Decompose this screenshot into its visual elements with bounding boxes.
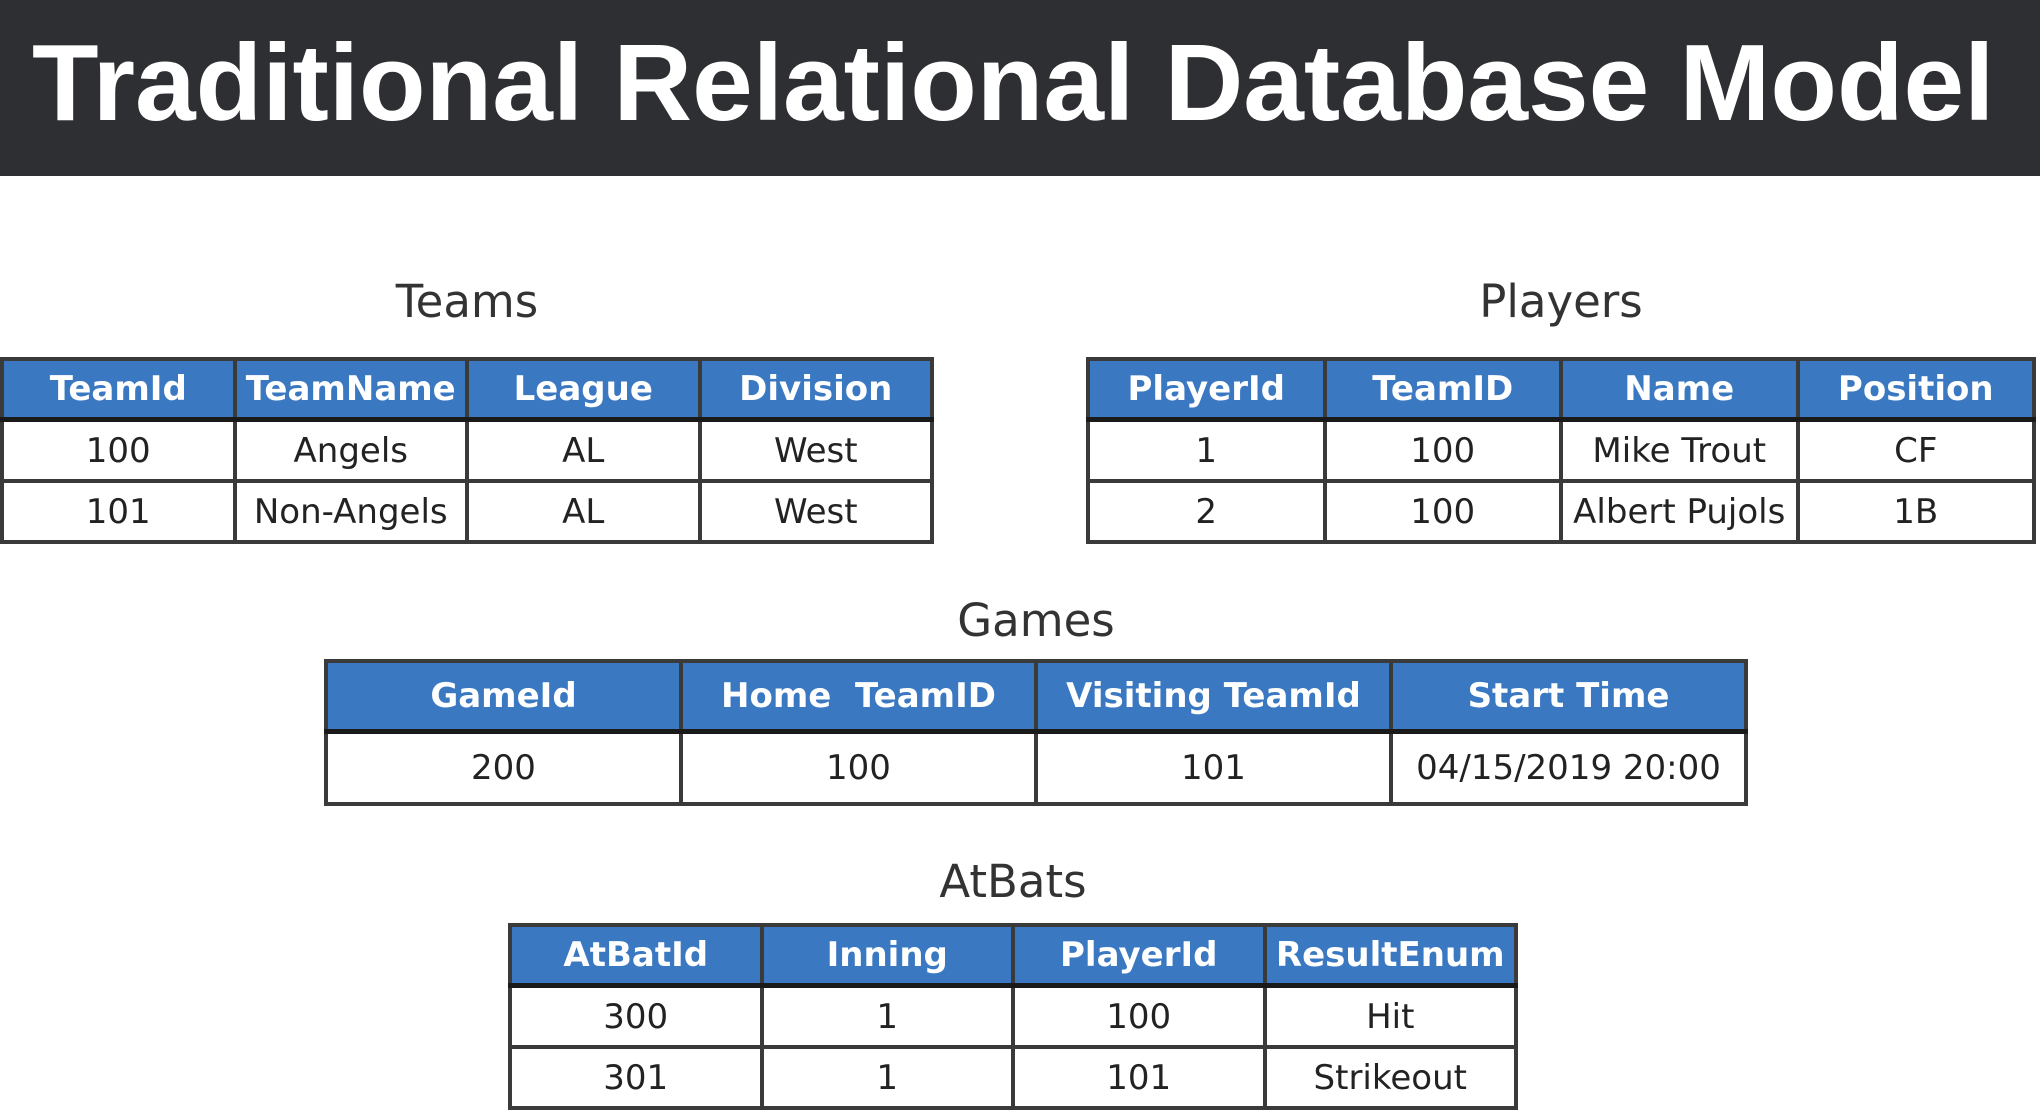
table-cell: 200: [324, 729, 683, 806]
table-cell: West: [697, 479, 934, 544]
table-cell: Angels: [232, 417, 469, 483]
column-header: Home TeamID: [679, 659, 1038, 734]
table-row: 1 100 Mike Trout CF: [1086, 417, 2036, 483]
table-cell: 100: [679, 729, 1038, 806]
column-header: TeamId: [0, 357, 237, 422]
table-row: 300 1 100 Hit: [508, 983, 1518, 1049]
table-cell: 301: [508, 1045, 764, 1110]
column-header: ResultEnum: [1262, 923, 1518, 988]
atbats-table: AtBatId Inning PlayerId ResultEnum 300 1…: [508, 923, 1518, 1110]
column-header: AtBatId: [508, 923, 764, 988]
table-cell: 2: [1086, 479, 1327, 544]
teams-caption: Teams: [395, 275, 539, 328]
table-cell: 1B: [1795, 479, 2036, 544]
table-cell: Strikeout: [1262, 1045, 1518, 1110]
table-cell: AL: [465, 417, 702, 483]
column-header: GameId: [324, 659, 683, 734]
column-header: Division: [697, 357, 934, 422]
title-bar: Traditional Relational Database Model: [0, 0, 2040, 176]
table-cell: 101: [1034, 729, 1393, 806]
players-caption: Players: [1479, 275, 1643, 328]
table-cell: Mike Trout: [1559, 417, 1800, 483]
teams-table: TeamId TeamName League Division 100 Ange…: [0, 357, 934, 544]
slide-title: Traditional Relational Database Model: [32, 22, 1995, 144]
players-table: PlayerId TeamID Name Position 1 100 Mike…: [1086, 357, 2036, 544]
table-cell: Non-Angels: [232, 479, 469, 544]
column-header: Name: [1559, 357, 1800, 422]
table-cell: 1: [759, 983, 1015, 1049]
table-cell: 1: [1086, 417, 1327, 483]
table-cell: 04/15/2019 20:00: [1389, 729, 1748, 806]
table-cell: West: [697, 417, 934, 483]
table-header-row: AtBatId Inning PlayerId ResultEnum: [508, 923, 1518, 988]
games-table: GameId Home TeamID Visiting TeamId Start…: [324, 659, 1748, 806]
table-cell: 100: [1322, 417, 1563, 483]
column-header: League: [465, 357, 702, 422]
table-cell: 100: [0, 417, 237, 483]
games-caption: Games: [957, 594, 1115, 647]
table-row: 101 Non-Angels AL West: [0, 479, 934, 544]
table-row: 301 1 101 Strikeout: [508, 1045, 1518, 1110]
column-header: Visiting TeamId: [1034, 659, 1393, 734]
column-header: TeamName: [232, 357, 469, 422]
table-row: 100 Angels AL West: [0, 417, 934, 483]
table-cell: Albert Pujols: [1559, 479, 1800, 544]
table-cell: CF: [1795, 417, 2036, 483]
table-row: 2 100 Albert Pujols 1B: [1086, 479, 2036, 544]
table-cell: Hit: [1262, 983, 1518, 1049]
column-header: Position: [1795, 357, 2036, 422]
table-header-row: GameId Home TeamID Visiting TeamId Start…: [324, 659, 1748, 734]
column-header: Inning: [759, 923, 1015, 988]
column-header: PlayerId: [1011, 923, 1267, 988]
column-header: TeamID: [1322, 357, 1563, 422]
table-cell: 101: [1011, 1045, 1267, 1110]
table-cell: AL: [465, 479, 702, 544]
table-cell: 100: [1011, 983, 1267, 1049]
table-row: 200 100 101 04/15/2019 20:00: [324, 729, 1748, 806]
atbats-caption: AtBats: [939, 855, 1087, 908]
table-header-row: TeamId TeamName League Division: [0, 357, 934, 422]
table-header-row: PlayerId TeamID Name Position: [1086, 357, 2036, 422]
column-header: PlayerId: [1086, 357, 1327, 422]
table-cell: 101: [0, 479, 237, 544]
table-cell: 300: [508, 983, 764, 1049]
table-cell: 100: [1322, 479, 1563, 544]
column-header: Start Time: [1389, 659, 1748, 734]
table-cell: 1: [759, 1045, 1015, 1110]
